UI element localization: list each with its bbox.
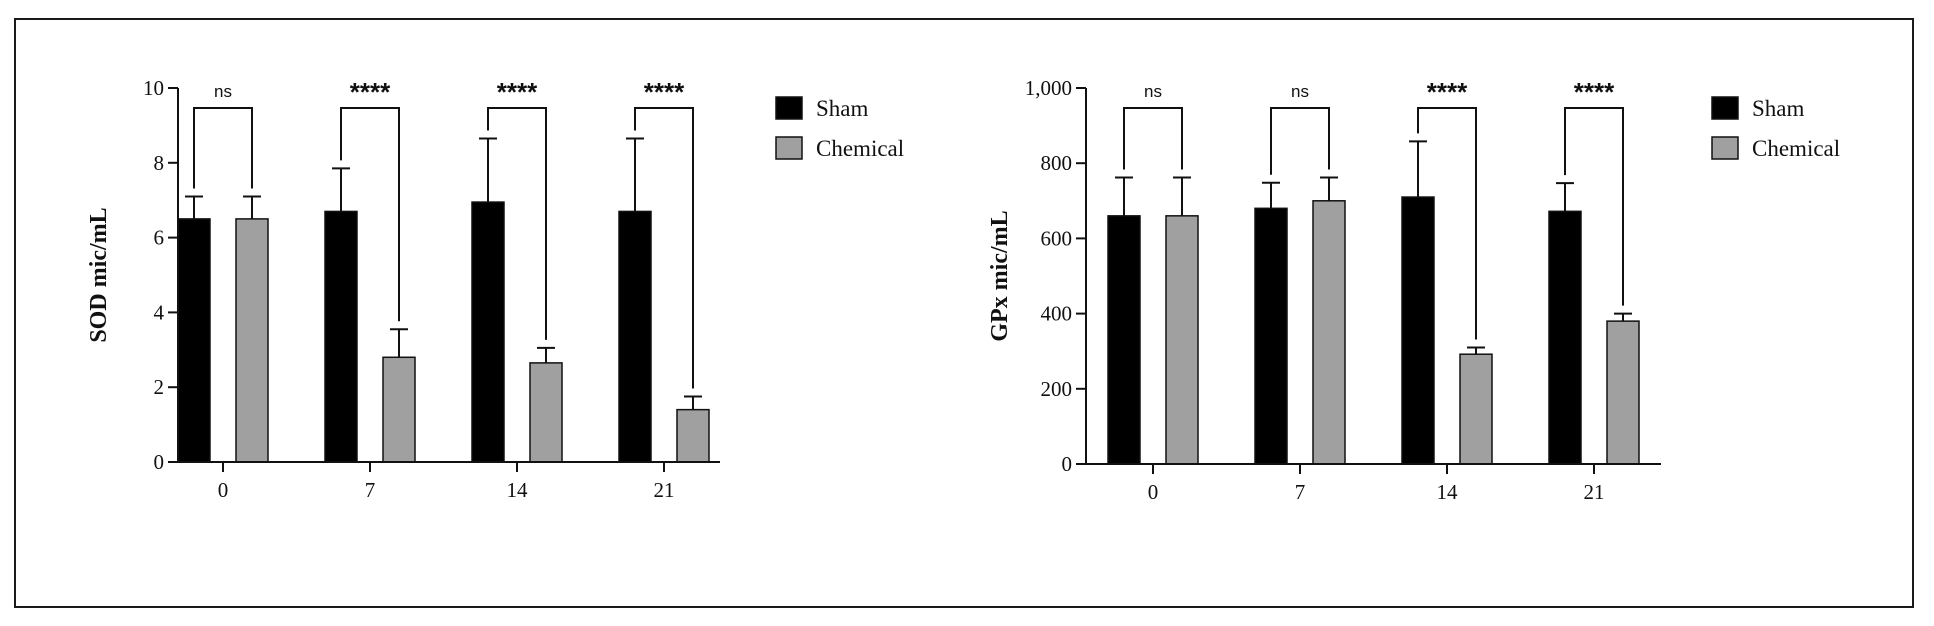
legend-label-chemical: Chemical [1752, 136, 1840, 161]
x-tick-label-14: 14 [1437, 480, 1459, 504]
legend-label-sham: Sham [816, 96, 869, 121]
significance-label-0: ns [214, 82, 232, 101]
x-tick-label-7: 7 [365, 478, 376, 502]
sod-chart: ns 0 **** 7 **** 14 **** 21 0 2 4 6 8 10 SOD mic/mL Sha… [86, 76, 904, 502]
y-tick-label-1: 2 [154, 375, 165, 399]
y-tick-label-2: 400 [1041, 302, 1073, 326]
significance-bracket-21 [634, 107, 694, 389]
bar-sham-7 [324, 210, 358, 463]
legend-swatch-chemical [775, 136, 803, 160]
y-axis-label: SOD mic/mL [86, 207, 112, 342]
y-tick-label-3: 6 [154, 226, 165, 250]
bar-sham-0 [1107, 215, 1141, 465]
significance-label-0: ns [1144, 82, 1162, 101]
significance-bracket-7 [1270, 107, 1330, 175]
x-tick-label-7: 7 [1295, 480, 1306, 504]
significance-label-7: ns [1291, 82, 1309, 101]
y-tick-label-3: 600 [1041, 226, 1073, 250]
significance-bracket-21 [1564, 107, 1624, 306]
bar-sham-0 [177, 218, 211, 463]
significance-bracket-14 [1417, 107, 1477, 340]
bar-chemical-21 [676, 408, 710, 463]
bar-sham-21 [618, 210, 652, 463]
bar-sham-14 [1401, 196, 1435, 465]
significance-label-14: **** [1427, 77, 1468, 107]
significance-bracket-7 [340, 107, 400, 322]
y-tick-label-4: 800 [1041, 151, 1073, 175]
bar-chemical-14 [529, 362, 563, 463]
bar-chemical-14 [1459, 353, 1493, 465]
y-tick-label-4: 8 [154, 151, 165, 175]
x-tick-label-21: 21 [654, 478, 675, 502]
x-tick-label-14: 14 [507, 478, 529, 502]
legend-label-chemical: Chemical [816, 136, 904, 161]
bar-sham-21 [1548, 210, 1582, 465]
y-tick-label-1: 200 [1041, 377, 1073, 401]
bar-chemical-7 [1312, 200, 1346, 465]
legend-swatch-sham [1711, 96, 1739, 120]
significance-label-21: **** [1574, 77, 1615, 107]
figure-frame [14, 18, 1914, 608]
y-tick-label-2: 4 [154, 300, 165, 324]
significance-label-21: **** [644, 77, 685, 107]
bar-chemical-21 [1606, 320, 1640, 465]
legend-swatch-chemical [1711, 136, 1739, 160]
legend-label-sham: Sham [1752, 96, 1805, 121]
x-tick-label-21: 21 [1584, 480, 1605, 504]
legend-swatch-sham [775, 96, 803, 120]
x-tick-label-0: 0 [1148, 480, 1159, 504]
bar-sham-14 [471, 201, 505, 463]
y-tick-label-5: 1,000 [1025, 76, 1072, 100]
significance-label-7: **** [350, 77, 391, 107]
significance-bracket-0 [1123, 107, 1183, 170]
bar-sham-7 [1254, 207, 1288, 465]
bar-chemical-0 [1165, 215, 1199, 465]
significance-bracket-0 [193, 107, 253, 189]
y-tick-label-0: 0 [154, 450, 165, 474]
bar-chemical-0 [235, 218, 269, 463]
significance-bracket-14 [487, 107, 547, 340]
gpx-chart: ns 0 ns 7 **** 14 **** 21 0 200 400 600 800 1,000 GPx … [987, 76, 1840, 504]
bar-chemical-7 [382, 356, 416, 463]
y-tick-label-5: 10 [143, 76, 164, 100]
significance-label-14: **** [497, 77, 538, 107]
x-tick-label-0: 0 [218, 478, 229, 502]
y-axis-label: GPx mic/mL [987, 210, 1013, 341]
y-tick-label-0: 0 [1062, 452, 1073, 476]
